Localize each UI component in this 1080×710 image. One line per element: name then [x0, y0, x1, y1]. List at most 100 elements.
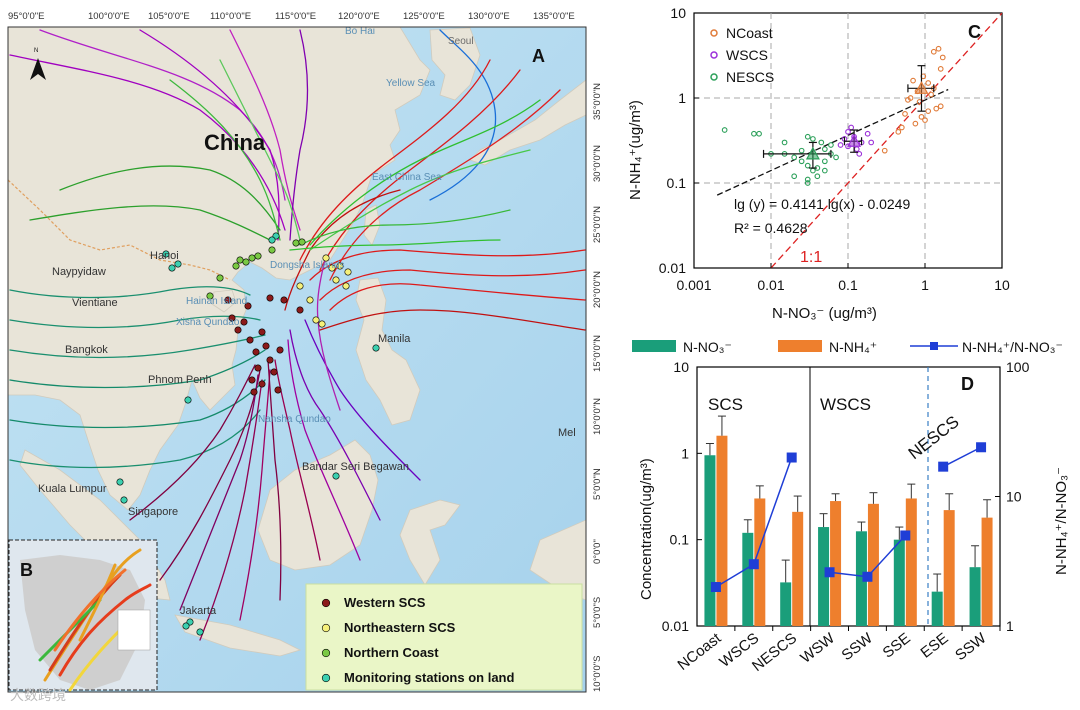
scatter-point-wscs	[868, 139, 875, 146]
x-tick-label: 0.01	[757, 277, 784, 293]
y-tick-label: 1	[678, 90, 686, 106]
y2-tick-label: 10	[1006, 489, 1022, 505]
scatter-point-nescs	[804, 162, 811, 169]
north-arrow-icon: N	[30, 48, 46, 80]
lat-tick-label: 10°0'0"N	[592, 398, 603, 435]
lon-tick-label: 100°0'0"E	[88, 11, 130, 22]
bar-nh4	[981, 517, 993, 626]
x-category-label: SSW	[952, 629, 990, 664]
place-hainan: Hainan Island	[186, 296, 247, 307]
panel-c-lines	[716, 13, 1002, 268]
fit-r2: R² = 0.4628	[734, 220, 808, 236]
scatter-point-nescs	[781, 139, 788, 146]
scatter-point-ncoast	[898, 124, 905, 131]
markers-northeastern-scs	[296, 254, 352, 328]
scatter-point-ncoast	[933, 105, 940, 112]
lat-tick-labels: 35°0'0"N 30°0'0"N 25°0'0"N 20°0'0"N 15°0'0"N…	[592, 83, 603, 692]
mean-marker-wscs	[847, 133, 862, 147]
ratio-marker	[824, 567, 835, 578]
ratio-line-segment	[942, 446, 982, 468]
panel-c-label: C	[968, 22, 981, 42]
ratio-marker	[786, 452, 797, 463]
legend-ncoast: NCoast	[726, 25, 773, 41]
bar-nh4	[905, 498, 917, 626]
bar-nh4	[792, 511, 804, 626]
mean-marker-ncoast	[914, 81, 929, 94]
y-tick-label: 0.01	[662, 618, 689, 634]
land-borneo	[257, 439, 379, 571]
lon-tick-label: 95°0'0"E	[8, 11, 44, 22]
bar-no3	[893, 539, 905, 626]
scatter-point-nescs	[828, 142, 834, 148]
lat-tick-label: 20°0'0"N	[592, 271, 603, 308]
scatter-point-ncoast	[912, 120, 919, 127]
panel-d-ylabel: Concentration(ug/m³)	[638, 458, 655, 600]
bar-nh4	[754, 498, 766, 626]
scatter-point-nescs	[804, 133, 811, 140]
scatter-point-wscs	[837, 142, 844, 148]
scatter-point-ncoast	[922, 117, 928, 123]
ratio-marker	[748, 559, 759, 570]
lat-tick-label: 5°0'0"N	[592, 468, 603, 500]
lat-tick-label: 25°0'0"N	[592, 206, 603, 243]
bar-no3	[931, 591, 943, 626]
x-tick-label: 10	[994, 277, 1010, 293]
country-label: China	[204, 130, 266, 155]
scatter-point-wscs	[864, 130, 871, 137]
place-labels: Seoul Yellow Sea Bo Hai East China Sea H…	[38, 26, 576, 617]
bar-no3	[818, 527, 830, 626]
legend-nh4-swatch	[778, 340, 822, 352]
x-tick-label: 1	[921, 277, 929, 293]
legend-ratio-marker	[930, 342, 938, 350]
legend-wscs: WSCS	[726, 47, 768, 63]
x-category-label: SSW	[839, 629, 877, 664]
panel-d-legend: N-NO₃⁻ N-NH₄⁺ N-NH₄⁺/N-NO₃⁻	[632, 339, 1063, 355]
scatter-point-ncoast	[881, 147, 888, 154]
lon-tick-label: 120°0'0"E	[338, 11, 380, 22]
ratio-marker	[938, 461, 949, 472]
bar-nh4	[716, 435, 728, 626]
mean-marker-nescs	[805, 146, 820, 160]
place-nansha: Nansha Qundao	[258, 414, 331, 425]
fit-line	[716, 88, 949, 196]
lat-tick-label: 0°0'0"	[592, 539, 603, 564]
panel-d-label: D	[961, 374, 974, 394]
scatter-point-ncoast	[902, 111, 908, 117]
y-tick-label: 10	[670, 5, 686, 21]
place-jakarta: Jakarta	[180, 605, 217, 617]
place-east-china-sea: East China Sea	[372, 172, 442, 183]
markers-northern-coast	[206, 238, 306, 300]
lat-tick-label: 5°0'0"S	[592, 597, 603, 628]
land-hainan	[211, 289, 237, 313]
scatter-point-nescs	[804, 180, 811, 186]
panel-a-label: A	[532, 46, 545, 66]
place-bangkok: Bangkok	[65, 344, 108, 356]
scatter-point-wscs	[845, 128, 851, 135]
china-border	[8, 179, 231, 281]
place-bohai: Bo Hai	[345, 26, 375, 37]
scatter-point-nescs	[751, 130, 757, 137]
scatter-point-ncoast	[930, 48, 937, 55]
x-category-label: NCoast	[675, 629, 726, 674]
scatter-point-wscs	[856, 151, 863, 157]
place-xisha: Xisha Qundao	[176, 317, 240, 328]
panel-d-ratio-line	[710, 442, 987, 593]
x-tick-label: 0.1	[838, 277, 858, 293]
group-label-scs: SCS	[708, 395, 743, 414]
x-category-label: ESE	[918, 630, 952, 662]
legend-northern-coast: Northern Coast	[344, 645, 439, 660]
legend-nh4: N-NH₄⁺	[829, 339, 877, 355]
panel-d-bar-marks	[704, 415, 993, 626]
scatter-point-nescs	[756, 130, 762, 137]
scatter-point-nescs	[721, 127, 728, 133]
panel-c-ylabel: N-NH₄⁺(ug/m³)	[627, 100, 644, 200]
scatter-point-ncoast	[910, 77, 916, 84]
place-manila: Manila	[378, 333, 411, 345]
place-kuala-lumpur: Kuala Lumpur	[38, 483, 107, 495]
scatter-point-ncoast	[937, 66, 944, 72]
place-hanoi: Hanoi	[150, 250, 179, 262]
scatter-point-nescs	[798, 158, 805, 165]
one-to-one-line	[770, 13, 1002, 268]
